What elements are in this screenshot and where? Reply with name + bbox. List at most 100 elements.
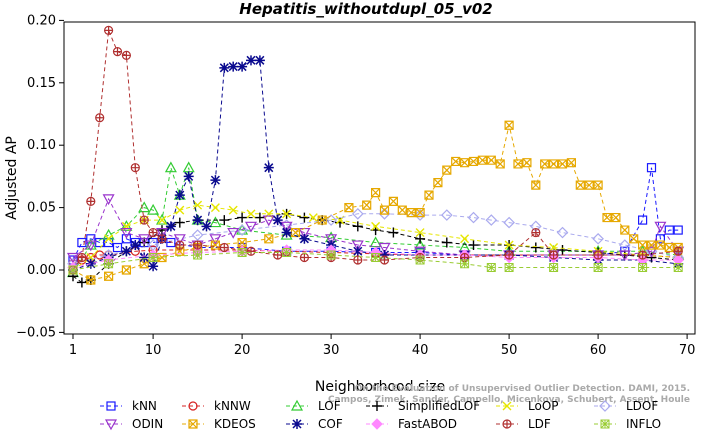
data-point-ldof [351, 207, 364, 220]
data-point-ldof [378, 207, 391, 220]
data-point-simplifiedlof [299, 212, 310, 223]
data-point-lof [369, 236, 382, 248]
data-point-inflo [415, 255, 425, 265]
data-point-ldf [299, 252, 310, 263]
data-point-ldf [673, 246, 683, 256]
data-point-kdeos [477, 155, 487, 165]
data-point-odin [351, 240, 364, 252]
x-tick-label: 50 [501, 343, 518, 358]
data-point-inflo [104, 259, 114, 269]
legend-label-inflo: INFLO [626, 417, 661, 431]
data-point-kdeos [593, 180, 603, 190]
data-point-inflo [326, 250, 336, 260]
legend-label-fastabod: FastABOD [398, 417, 457, 431]
y-axis-ticks: −0.05 0.00 0.05 0.10 0.15 0.20 [16, 13, 64, 340]
legend-item-ldof: LDOF [594, 399, 658, 413]
data-point-simplifiedlof [388, 227, 399, 238]
data-point-knn [637, 215, 648, 225]
data-point-inflo [504, 263, 514, 273]
data-point-ldof [440, 209, 453, 221]
legend-label-simplifiedlof: SimplifiedLOF [398, 399, 480, 413]
data-point-simplifiedlof [254, 212, 265, 223]
data-point-ldf [175, 240, 185, 250]
data-point-kdeos [442, 165, 452, 175]
data-point-inflo [549, 263, 559, 273]
data-point-ldf [379, 255, 390, 265]
data-point-odin [280, 221, 293, 233]
data-point-cof [139, 252, 150, 263]
data-point-inflo [673, 263, 683, 273]
data-point-simplifiedlof [157, 225, 167, 236]
data-point-cof [192, 215, 203, 226]
data-point-cof [237, 61, 248, 72]
data-point-loop [282, 209, 292, 219]
data-point-loop [228, 205, 238, 215]
data-point-ldf [77, 252, 87, 263]
legend-item-kdeos: KDEOS [182, 417, 256, 431]
series-line-ldf [72, 30, 679, 271]
data-point-kdeos [638, 240, 648, 250]
watermark-line-1: On the Evaluation of Unsupervised Outlie… [355, 384, 690, 394]
y-tick-label: 0.20 [27, 13, 56, 28]
plot-frame [63, 21, 696, 335]
data-point-cof [148, 261, 159, 272]
data-point-kdeos [557, 159, 568, 169]
data-point-odin [227, 227, 240, 239]
legend-marker-ldof [599, 400, 611, 412]
data-point-kdeos [566, 158, 576, 168]
series-line-lof [72, 167, 679, 273]
data-point-ldf [504, 250, 514, 260]
legend-label-knn: kNN [132, 399, 157, 413]
data-point-odin [378, 242, 391, 254]
data-point-knn [121, 234, 132, 244]
data-point-ldf [219, 242, 229, 253]
data-point-cof [201, 221, 212, 232]
data-point-kdeos [424, 190, 434, 200]
data-point-loop [104, 234, 114, 244]
legend-item-loop: LoOP [496, 399, 559, 413]
legend-label-loop: LoOP [528, 399, 559, 413]
data-point-ldof [618, 239, 631, 251]
data-point-simplifiedlof [441, 237, 452, 248]
data-point-kdeos [371, 188, 381, 198]
data-point-knn [112, 242, 123, 253]
data-point-loop [504, 240, 514, 250]
series-inflo [68, 248, 683, 275]
data-point-kdeos [664, 242, 674, 253]
data-point-odin [173, 234, 186, 246]
legend-label-odin: ODIN [132, 417, 163, 431]
data-point-knn [673, 225, 683, 235]
legend-label-cof: COF [318, 417, 343, 431]
data-point-loop [308, 213, 318, 223]
y-tick-label: 0.10 [27, 138, 56, 153]
data-point-lof [147, 203, 160, 215]
data-point-cof [352, 246, 363, 257]
y-tick-label: −0.05 [16, 325, 56, 340]
data-point-inflo [193, 250, 203, 260]
data-point-odin [654, 221, 667, 233]
data-point-loop [210, 203, 220, 213]
data-point-inflo [68, 265, 78, 275]
legend-label-kdeos: KDEOS [214, 417, 256, 431]
legend-item-inflo: INFLO [594, 417, 661, 431]
data-point-odin [325, 234, 338, 246]
legend-marker-odin [104, 419, 118, 431]
data-point-loop [157, 215, 167, 225]
x-tick-label: 40 [412, 343, 429, 358]
data-point-cof [281, 227, 292, 238]
data-point-kdeos [397, 205, 407, 215]
data-point-cof [263, 162, 274, 173]
data-point-cof [219, 62, 230, 73]
data-point-ldof [592, 232, 604, 245]
x-tick-label: 70 [679, 343, 696, 358]
legend-marker-ldf [502, 419, 512, 429]
watermark-line-2: Campos, Zimek, Sander, Campello, Micenko… [328, 395, 690, 405]
data-point-cof [272, 215, 283, 226]
data-point-kdeos [264, 234, 274, 244]
series-ldof [67, 207, 685, 270]
data-point-knn [166, 237, 176, 248]
legend-item-simplifiedlof: SimplifiedLOF [366, 399, 480, 413]
legend-item-lof: LOF [286, 399, 341, 413]
data-point-cof [299, 233, 310, 244]
x-tick-label: 60 [590, 343, 607, 358]
